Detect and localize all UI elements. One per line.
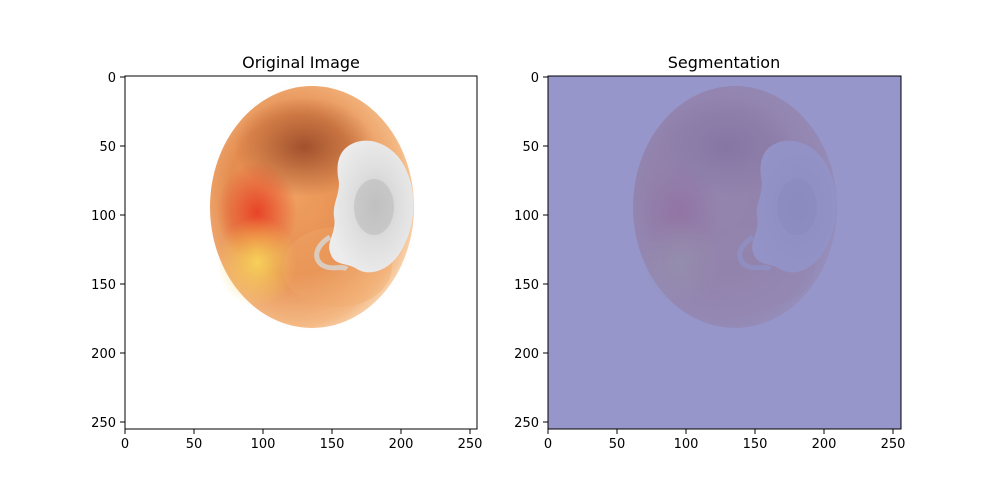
x-tick-label: 0 [544,437,552,452]
y-tick-label: 50 [522,140,539,155]
y-tick-label: 150 [91,278,116,293]
x-tick-label: 100 [674,437,699,452]
x-tick-label: 50 [609,437,626,452]
y-axis-original: 0 50 100 150 200 250 [91,71,125,431]
segmentation-mask-overlay [548,76,901,429]
y-axis-segmentation: 0 50 100 150 200 250 [514,71,548,431]
x-tick-label: 250 [881,437,906,452]
panel-segmentation: Segmentation 0 50 100 150 200 250 [514,53,905,452]
y-tick-label: 100 [514,209,539,224]
axes-frame-original [124,75,478,430]
y-tick-label: 150 [514,278,539,293]
y-tick-label: 250 [514,416,539,431]
y-tick-label: 0 [108,71,116,86]
axes-frame-segmentation [547,75,902,430]
x-axis-original: 0 50 100 150 200 250 [121,429,483,452]
x-tick-label: 250 [458,437,483,452]
fruit-image-original [204,79,420,335]
y-tick-label: 100 [91,209,116,224]
y-tick-label: 0 [531,71,539,86]
y-tick-label: 200 [514,347,539,362]
x-tick-label: 50 [186,437,203,452]
y-tick-label: 250 [91,416,116,431]
x-tick-label: 0 [121,437,129,452]
x-tick-label: 150 [320,437,345,452]
y-tick-label: 200 [91,347,116,362]
x-tick-label: 100 [251,437,276,452]
y-tick-label: 50 [99,140,116,155]
x-axis-segmentation: 0 50 100 150 200 250 [544,429,906,452]
x-tick-label: 150 [743,437,768,452]
x-tick-label: 200 [389,437,414,452]
x-tick-label: 200 [812,437,837,452]
panel-original: Original Image 0 50 100 150 200 250 [91,53,482,452]
panel-title-segmentation: Segmentation [668,53,780,72]
panel-title-original: Original Image [242,53,360,72]
